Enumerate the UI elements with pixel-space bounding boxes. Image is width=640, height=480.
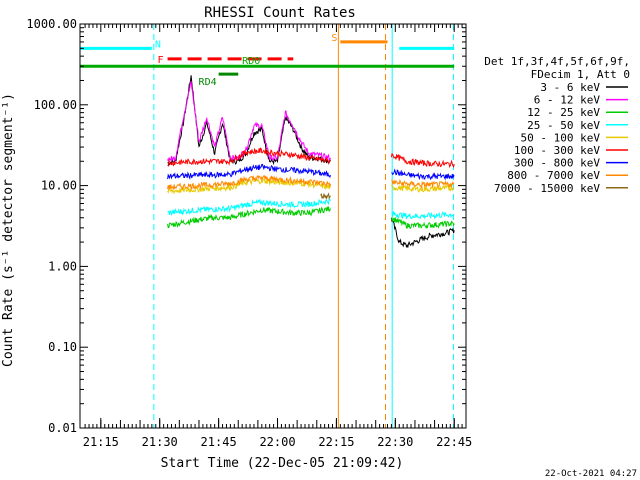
x-axis-label: Start Time (22-Dec-05 21:09:42) <box>161 456 404 471</box>
x-tick-label-3: 22:00 <box>259 435 295 449</box>
plot-frame <box>79 23 467 429</box>
flag-label-f: F <box>158 55 164 66</box>
series-line-6-segment-0 <box>167 163 331 180</box>
flag-label-n: N <box>155 39 161 50</box>
y-tick-label-2: 1.00 <box>48 259 77 273</box>
series-line-3-segment-1 <box>391 211 455 220</box>
legend-label-6: 300 - 800 keV <box>514 157 600 170</box>
x-tick-label-0: 21:15 <box>83 435 119 449</box>
series-line-6-segment-1 <box>391 168 455 181</box>
series-line-4-segment-1 <box>391 184 455 193</box>
series-line-4-segment-0 <box>167 178 331 195</box>
plot-clip-group <box>80 24 455 428</box>
legend-label-8: 7000 - 15000 keV <box>494 182 600 195</box>
series-line-2-segment-0 <box>167 206 331 228</box>
y-tick-label-3: 10.00 <box>41 179 77 193</box>
legend-label-2: 12 - 25 keV <box>527 106 600 119</box>
series-line-8-segment-0 <box>320 192 331 200</box>
legend-label-0: 3 - 6 keV <box>540 81 600 94</box>
series-line-5-segment-0 <box>167 147 331 167</box>
series-line-3-segment-0 <box>167 197 331 217</box>
series-line-5-segment-1 <box>390 152 455 169</box>
legend: Det 1f,3f,4f,5f,6f,9f,FDecim 1, Att 03 -… <box>484 55 630 195</box>
x-tick-label-4: 22:15 <box>318 435 354 449</box>
series-line-1-segment-0 <box>167 81 331 163</box>
legend-label-5: 100 - 300 keV <box>514 144 600 157</box>
y-tick-label-1: 0.10 <box>48 340 77 354</box>
flag-label-s: S <box>331 33 337 44</box>
footer-datestamp: 22-Oct-2021 04:27 <box>545 469 637 479</box>
axes: 0.01 0.10 1.00 10.00 100.00 1000.00 21:15 21:30… <box>26 17 472 449</box>
chart-title: RHESSI Count Rates <box>204 5 356 21</box>
legend-label-3: 25 - 50 keV <box>527 119 600 132</box>
series-line-7-segment-1 <box>391 178 455 189</box>
legend-header-0: Det 1f,3f,4f,5f,6f,9f, <box>484 55 630 68</box>
series-line-7-segment-0 <box>167 175 331 191</box>
flag-label-rd0: RD0 <box>242 56 260 67</box>
legend-header-1: FDecim 1, Att 0 <box>531 68 630 81</box>
y-tick-label-4: 100.00 <box>34 98 77 112</box>
legend-label-1: 6 - 12 keV <box>534 94 601 107</box>
y-tick-label-0: 0.01 <box>48 421 77 435</box>
x-tick-label-2: 21:45 <box>201 435 237 449</box>
x-tick-label-5: 22:30 <box>377 435 413 449</box>
plot-area: NF S RD0 RD4 <box>80 24 455 428</box>
y-axis-label: Count Rate (s⁻¹ detector segment⁻¹) <box>1 93 16 367</box>
x-tick-label-6: 22:45 <box>436 435 472 449</box>
flag-label-rd4: RD4 <box>199 77 217 88</box>
legend-label-4: 50 - 100 keV <box>521 131 601 144</box>
series-line-0-segment-1 <box>390 217 455 249</box>
legend-label-7: 800 - 7000 keV <box>507 169 600 182</box>
x-tick-label-1: 21:30 <box>142 435 178 449</box>
series-line-2-segment-1 <box>390 216 455 230</box>
y-tick-label-5: 1000.00 <box>26 17 77 31</box>
